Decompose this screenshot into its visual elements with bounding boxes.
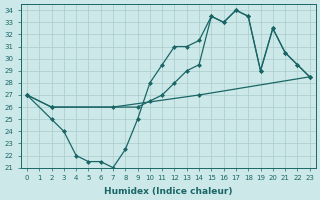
X-axis label: Humidex (Indice chaleur): Humidex (Indice chaleur) — [104, 187, 233, 196]
